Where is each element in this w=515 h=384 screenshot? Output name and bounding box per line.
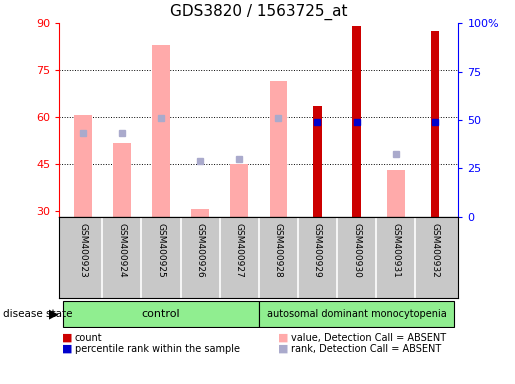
Bar	[431, 31, 439, 217]
Text: GSM400925: GSM400925	[157, 223, 165, 278]
Text: GSM400929: GSM400929	[313, 223, 322, 278]
Text: GSM400931: GSM400931	[391, 223, 400, 278]
Text: count: count	[75, 333, 102, 343]
Text: GSM400930: GSM400930	[352, 223, 361, 278]
Text: control: control	[142, 309, 180, 319]
Text: GSM400926: GSM400926	[196, 223, 204, 278]
Text: rank, Detection Call = ABSENT: rank, Detection Call = ABSENT	[291, 344, 441, 354]
Bar	[387, 170, 405, 217]
Bar	[230, 164, 248, 217]
Text: autosomal dominant monocytopenia: autosomal dominant monocytopenia	[267, 309, 447, 319]
Text: GSM400924: GSM400924	[117, 223, 126, 278]
Bar	[113, 144, 131, 217]
Text: GSM400932: GSM400932	[431, 223, 439, 278]
Bar	[352, 26, 361, 217]
Text: ■: ■	[62, 344, 72, 354]
Text: value, Detection Call = ABSENT: value, Detection Call = ABSENT	[291, 333, 446, 343]
Text: GSM400923: GSM400923	[78, 223, 87, 278]
Bar	[313, 106, 322, 217]
Text: ■: ■	[278, 344, 288, 354]
Text: GSM400928: GSM400928	[274, 223, 283, 278]
Text: disease state: disease state	[3, 309, 72, 319]
Bar	[259, 301, 454, 327]
Text: ■: ■	[278, 333, 288, 343]
Bar	[269, 81, 287, 217]
Bar	[152, 45, 170, 217]
Text: GSM400927: GSM400927	[235, 223, 244, 278]
Text: ■: ■	[62, 333, 72, 343]
Bar	[74, 115, 92, 217]
Title: GDS3820 / 1563725_at: GDS3820 / 1563725_at	[170, 4, 348, 20]
Text: ▶: ▶	[49, 308, 59, 320]
Text: percentile rank within the sample: percentile rank within the sample	[75, 344, 239, 354]
Bar	[191, 209, 209, 217]
Bar	[63, 301, 259, 327]
